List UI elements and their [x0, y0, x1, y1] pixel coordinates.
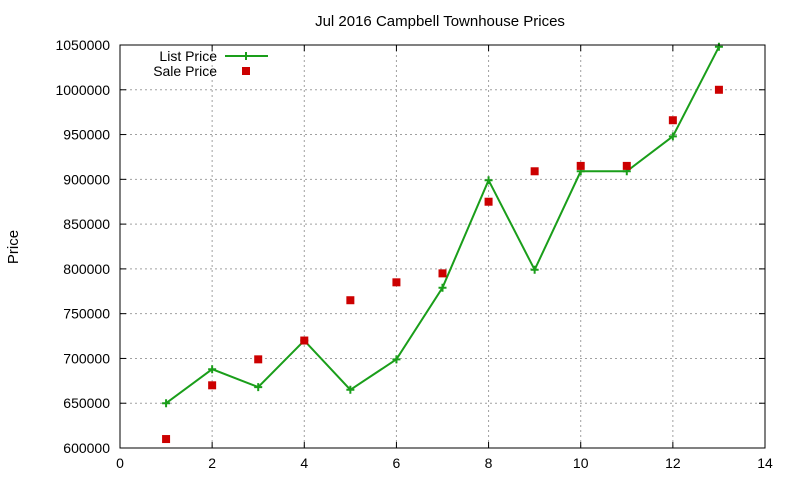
sale-price-point — [668, 116, 677, 125]
sale-price-point — [208, 381, 217, 390]
y-tick-label: 600000 — [63, 440, 110, 456]
sale-price-point — [714, 85, 723, 94]
list-price-point — [162, 399, 171, 408]
y-tick-label: 700000 — [63, 350, 110, 366]
y-tick-label: 950000 — [63, 127, 110, 143]
list-price-point — [438, 283, 447, 292]
series — [162, 42, 723, 444]
y-tick-label: 1050000 — [55, 37, 110, 53]
sale-price-point — [346, 296, 355, 305]
sale-price-point — [438, 269, 447, 278]
sale-price-point — [484, 197, 493, 206]
sale-price-point — [576, 161, 585, 170]
y-tick-label: 800000 — [63, 261, 110, 277]
list-price-point — [208, 365, 217, 374]
sale-price-point — [162, 435, 171, 444]
sale-price-point — [300, 336, 309, 345]
x-tick-label: 2 — [208, 455, 216, 471]
legend-label-sale-price: Sale Price — [153, 63, 217, 79]
list-price-point — [392, 355, 401, 364]
list-price-point — [714, 42, 723, 51]
grid — [120, 45, 765, 448]
plot-border — [119, 44, 766, 449]
sale-price-point — [530, 167, 539, 176]
axis-ticks — [119, 44, 766, 449]
list-price-point — [346, 385, 355, 394]
list-price-point — [484, 176, 493, 185]
list-price-line — [165, 46, 720, 405]
chart-title: Jul 2016 Campbell Townhouse Prices — [315, 13, 565, 30]
y-tick-label: 850000 — [63, 216, 110, 232]
legend-marker-list-price — [242, 52, 250, 60]
x-tick-label: 12 — [665, 455, 681, 471]
x-tick-label: 6 — [393, 455, 401, 471]
legend: List Price Sale Price — [153, 48, 268, 79]
list-price-point — [254, 383, 263, 392]
legend-label-list-price: List Price — [159, 48, 217, 64]
x-tick-label: 10 — [573, 455, 589, 471]
list-price-point — [530, 265, 539, 274]
x-tick-label: 8 — [485, 455, 493, 471]
legend-marker-sale-price — [242, 67, 250, 75]
y-tick-label: 750000 — [63, 306, 110, 322]
y-tick-label: 900000 — [63, 171, 110, 187]
list-price-point — [668, 132, 677, 141]
sale-price-point — [392, 278, 401, 287]
x-tick-label: 0 — [116, 455, 124, 471]
x-tick-label: 14 — [757, 455, 773, 471]
y-tick-label: 1000000 — [55, 82, 110, 98]
tick-labels: 0 2 4 6 8 10 12 14 600000 650000 700000 750000 80000… — [55, 37, 773, 471]
sale-price-point — [254, 355, 263, 364]
y-axis-title: Price — [5, 230, 22, 264]
sale-price-point — [622, 161, 631, 170]
y-tick-label: 650000 — [63, 395, 110, 411]
x-tick-label: 4 — [300, 455, 308, 471]
